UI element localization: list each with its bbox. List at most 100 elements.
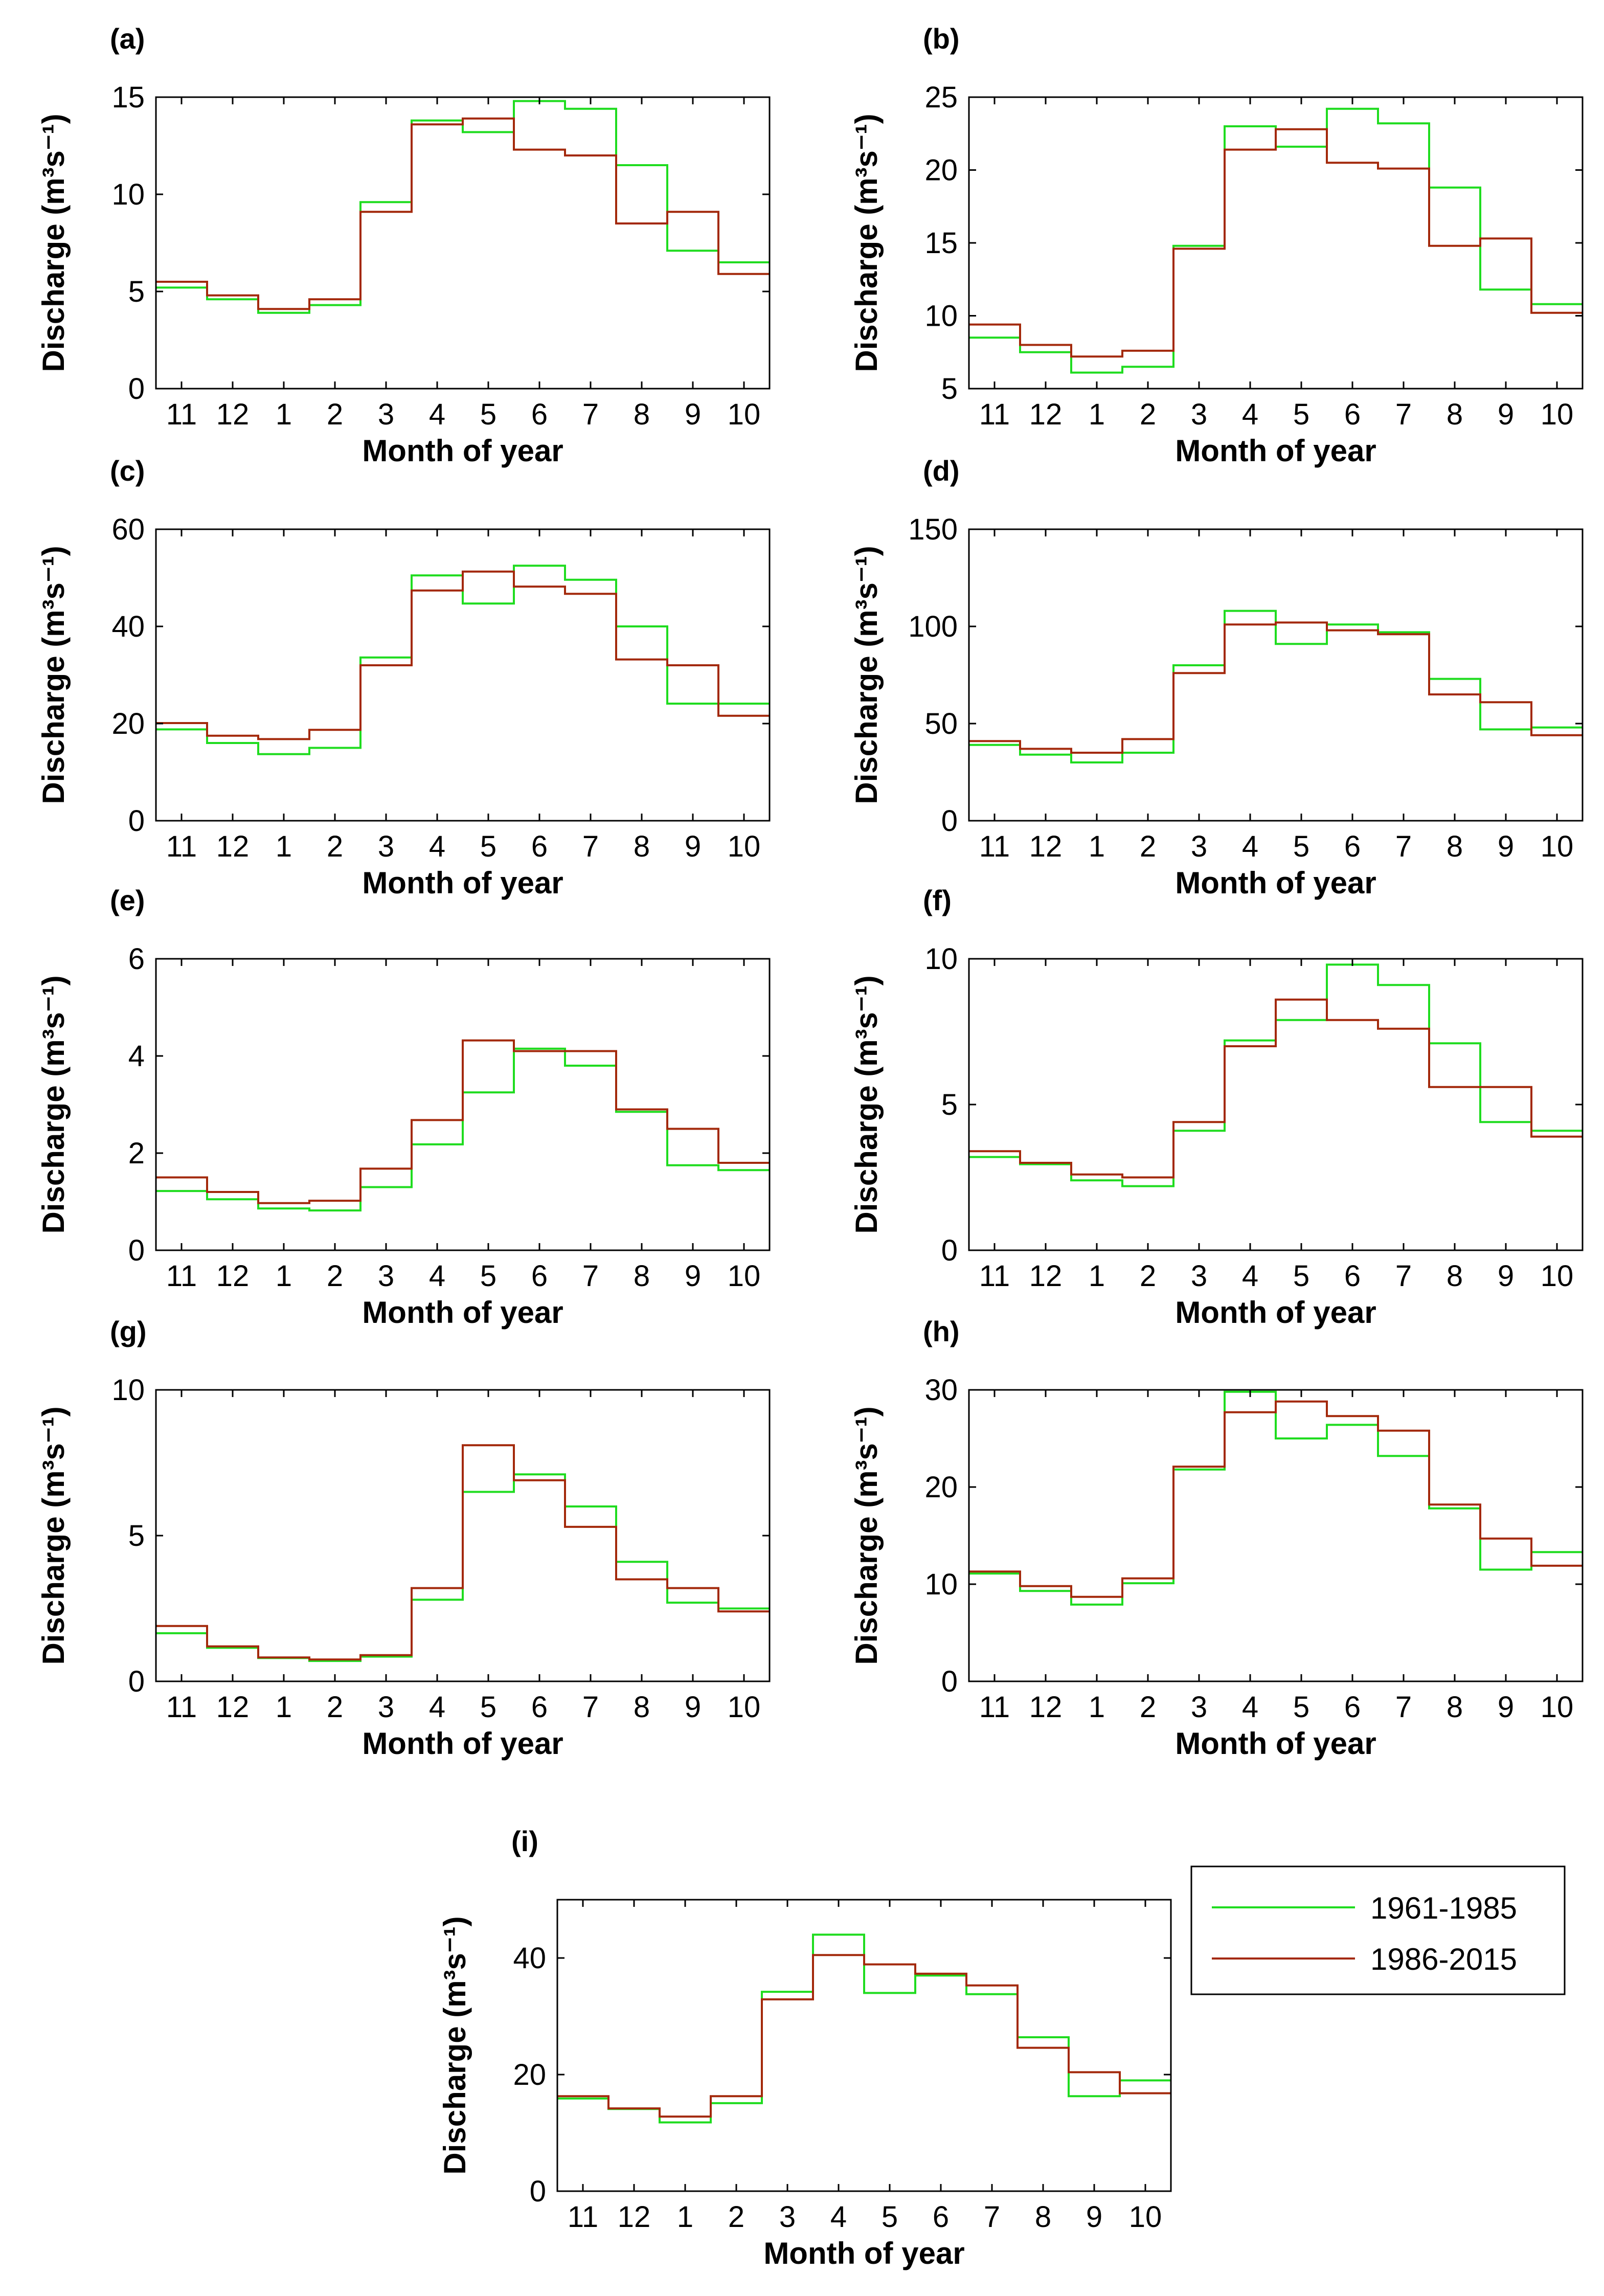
x-tick-label: 3: [1191, 1691, 1207, 1724]
panel-label: (b): [923, 22, 960, 55]
y-tick-label: 5: [128, 1519, 145, 1552]
x-axis-label: Month of year: [362, 1726, 563, 1761]
x-tick-label: 2: [1140, 1259, 1156, 1293]
y-tick-label: 5: [941, 372, 958, 406]
y-tick-label: 60: [111, 513, 145, 546]
x-tick-label: 1: [1089, 1691, 1105, 1724]
y-tick-label: 10: [924, 942, 958, 976]
y-axis-label: Discharge (m³s⁻¹): [36, 975, 71, 1233]
y-axis-label: Discharge (m³s⁻¹): [438, 1916, 472, 2174]
axes-frame: [556, 1899, 1172, 2192]
x-tick-label: 2: [327, 1259, 343, 1293]
axes-frame: [155, 528, 771, 822]
y-tick-label: 6: [128, 942, 145, 976]
x-tick-label: 8: [1035, 2200, 1051, 2234]
x-tick-label: 12: [1029, 398, 1063, 431]
x-tick-label: 5: [1293, 398, 1309, 431]
x-tick-label: 9: [1498, 398, 1514, 431]
x-tick-label: 8: [1447, 1259, 1463, 1293]
y-tick-label: 10: [924, 300, 958, 333]
y-tick-label: 0: [941, 1234, 958, 1267]
x-tick-label: 10: [1129, 2200, 1162, 2234]
x-tick-label: 7: [1395, 1691, 1412, 1724]
x-tick-label: 11: [166, 1259, 197, 1293]
x-tick-label: 6: [531, 1691, 548, 1724]
x-tick-label: 6: [1344, 830, 1361, 863]
panel-label: (c): [110, 455, 145, 487]
x-tick-label: 6: [531, 1259, 548, 1293]
x-tick-label: 10: [728, 830, 761, 863]
x-tick-label: 11: [979, 1691, 1010, 1724]
x-tick-label: 5: [480, 1691, 496, 1724]
x-tick-label: 2: [327, 830, 343, 863]
panel-label: (g): [110, 1315, 147, 1347]
x-tick-label: 8: [634, 398, 650, 431]
x-tick-label: 10: [728, 1259, 761, 1293]
y-axis-label: Discharge (m³s⁻¹): [36, 546, 71, 804]
axes-frame: [155, 958, 771, 1251]
x-tick-label: 3: [378, 1691, 394, 1724]
x-tick-label: 1: [276, 1691, 292, 1724]
series-line-1961-1985: [969, 1390, 1583, 1606]
x-tick-label: 7: [1395, 830, 1412, 863]
panel-label: (i): [511, 1825, 538, 1857]
x-axis-label: Month of year: [1175, 866, 1376, 900]
x-tick-label: 10: [1541, 830, 1574, 863]
series-line-1961-1985: [969, 610, 1583, 763]
series-line-1986-2015: [969, 621, 1583, 754]
y-tick-label: 0: [941, 1665, 958, 1698]
x-axis-label: Month of year: [362, 1295, 563, 1330]
x-tick-label: 11: [166, 830, 197, 863]
y-axis-label: Discharge (m³s⁻¹): [36, 114, 71, 372]
x-tick-label: 6: [1344, 1259, 1361, 1293]
series-line-1986-2015: [969, 1400, 1583, 1598]
x-tick-label: 3: [378, 830, 394, 863]
x-tick-label: 9: [1498, 1259, 1514, 1293]
legend: 1961-1985 1986-2015: [1190, 1865, 1566, 1995]
x-tick-label: 9: [1086, 2200, 1102, 2234]
x-tick-label: 3: [1191, 1259, 1207, 1293]
legend-label-1986-2015: 1986-2015: [1370, 1942, 1517, 1976]
x-tick-label: 9: [685, 830, 701, 863]
axes-frame: [968, 528, 1584, 822]
axes-frame: [155, 96, 771, 390]
x-tick-label: 7: [582, 1259, 599, 1293]
x-tick-label: 1: [276, 1259, 292, 1293]
y-tick-label: 4: [128, 1040, 145, 1073]
y-tick-label: 0: [530, 2175, 546, 2208]
y-tick-label: 5: [941, 1088, 958, 1121]
y-tick-label: 20: [924, 154, 958, 187]
x-tick-label: 3: [779, 2200, 796, 2234]
y-tick-label: 25: [924, 81, 958, 114]
y-tick-label: 50: [924, 707, 958, 740]
y-tick-label: 10: [111, 1374, 145, 1407]
series-line-1986-2015: [156, 1039, 770, 1204]
x-tick-label: 8: [1447, 1691, 1463, 1724]
y-tick-label: 10: [111, 178, 145, 211]
x-tick-label: 7: [582, 398, 599, 431]
x-axis-label: Month of year: [1175, 1295, 1376, 1330]
series-line-1986-2015: [156, 1444, 770, 1661]
y-tick-label: 0: [941, 804, 958, 838]
x-tick-label: 8: [634, 1691, 650, 1724]
x-tick-label: 6: [1344, 1691, 1361, 1724]
x-tick-label: 10: [1541, 398, 1574, 431]
y-tick-label: 20: [924, 1471, 958, 1504]
y-tick-label: 100: [908, 610, 958, 643]
x-tick-label: 12: [216, 1691, 250, 1724]
x-tick-label: 4: [429, 1691, 445, 1724]
x-tick-label: 3: [1191, 398, 1207, 431]
x-tick-label: 11: [979, 830, 1010, 863]
panel-label: (h): [923, 1315, 960, 1347]
y-tick-label: 40: [513, 1942, 546, 1975]
y-tick-label: 20: [111, 707, 145, 740]
y-tick-label: 30: [924, 1374, 958, 1407]
x-tick-label: 5: [1293, 830, 1309, 863]
x-tick-label: 5: [480, 830, 496, 863]
legend-box: [1190, 1865, 1566, 1995]
x-tick-label: 6: [531, 830, 548, 863]
